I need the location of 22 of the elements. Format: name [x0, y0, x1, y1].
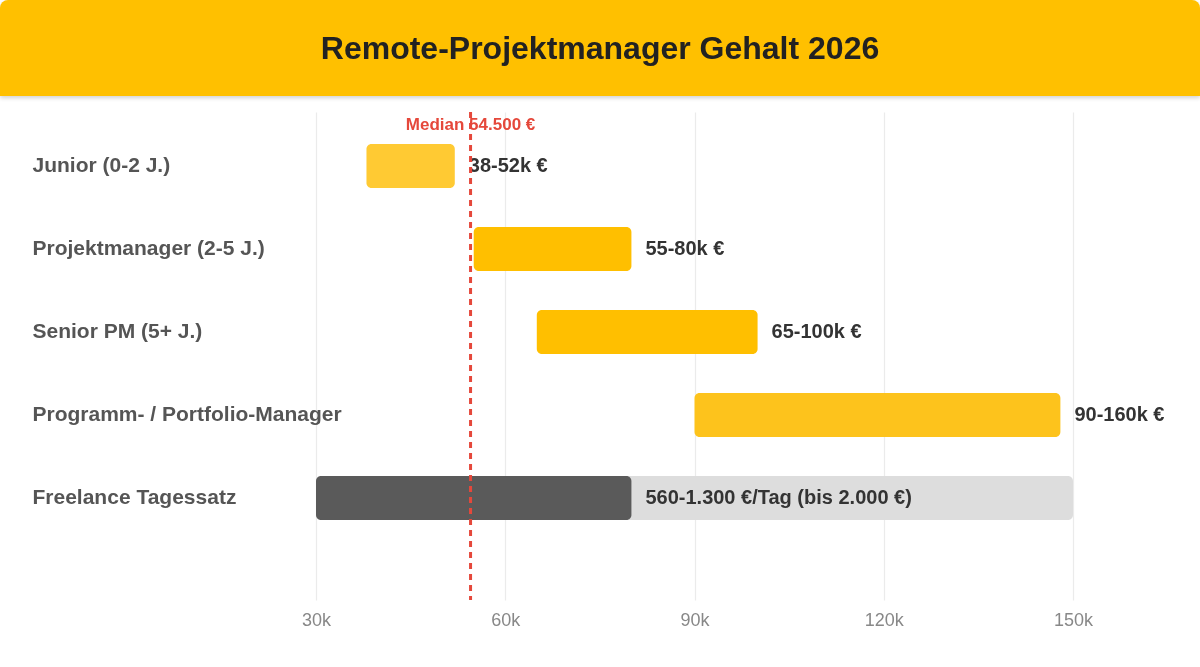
bar: [694, 392, 1061, 437]
data-label: 38-52k €: [468, 154, 548, 176]
bar: [366, 144, 455, 188]
chart-title: Remote-Projektmanager Gehalt 2026: [320, 29, 880, 67]
data-label: 55-80k €: [645, 237, 725, 259]
x-tick-label: 90k: [680, 609, 711, 630]
x-tick-label: 120k: [864, 609, 905, 630]
bar: [473, 227, 632, 271]
ref-line-label: Median 54.500 €: [405, 115, 536, 134]
bar: [536, 310, 758, 354]
x-tick-label: 30k: [301, 609, 333, 630]
data-label: 560-1.300 €/Tag (bis 2.000 €): [645, 485, 912, 508]
bar: [316, 475, 632, 520]
y-tick-label: Senior PM (5+ J.): [32, 318, 203, 342]
y-tick-label: Junior (0-2 J.): [32, 153, 171, 176]
data-label: 90-160k €: [1074, 402, 1165, 425]
data-label: 65-100k €: [771, 319, 862, 342]
y-tick-label: Projektmanager (2-5 J.): [32, 236, 265, 259]
x-tick-label: 60k: [491, 609, 522, 630]
x-tick-label: 150k: [1053, 609, 1095, 630]
y-tick-label: Programm- / Portfolio-Manager: [32, 401, 342, 425]
y-tick-label: Freelance Tagessatz: [32, 484, 237, 508]
